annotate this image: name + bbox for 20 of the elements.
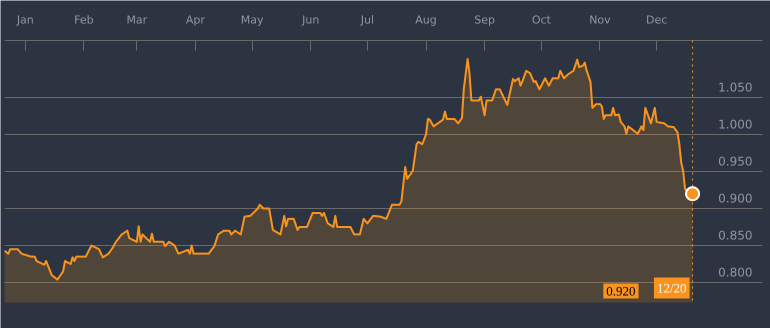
x-tick-label: May xyxy=(240,14,264,26)
x-tick-label: Jan xyxy=(16,14,34,26)
y-tick-label: 0.900 xyxy=(718,192,753,206)
x-tick-label: Apr xyxy=(186,14,206,26)
x-tick-label: Nov xyxy=(589,14,612,26)
annotation: 0.920 xyxy=(606,284,636,298)
y-tick-label: 1.000 xyxy=(718,117,753,132)
x-tick-label: Mar xyxy=(126,14,148,26)
x-tick-label: Jun xyxy=(301,14,320,26)
y-tick-label: 0.800 xyxy=(718,266,753,280)
y-tick-label: 0.950 xyxy=(718,154,753,168)
y-tick-label: 0.850 xyxy=(718,228,753,243)
x-tick-label: Aug xyxy=(415,14,437,26)
x-tick-label: Dec xyxy=(646,14,668,26)
x-tick-label: Sep xyxy=(474,14,496,26)
x-tick-label: Oct xyxy=(532,14,552,26)
y-tick-label: 1.050 xyxy=(718,80,753,94)
x-tick-label: Feb xyxy=(74,14,94,26)
ref-line-label: 12/20 xyxy=(656,280,687,296)
x-tick-label: Jul xyxy=(360,14,374,26)
